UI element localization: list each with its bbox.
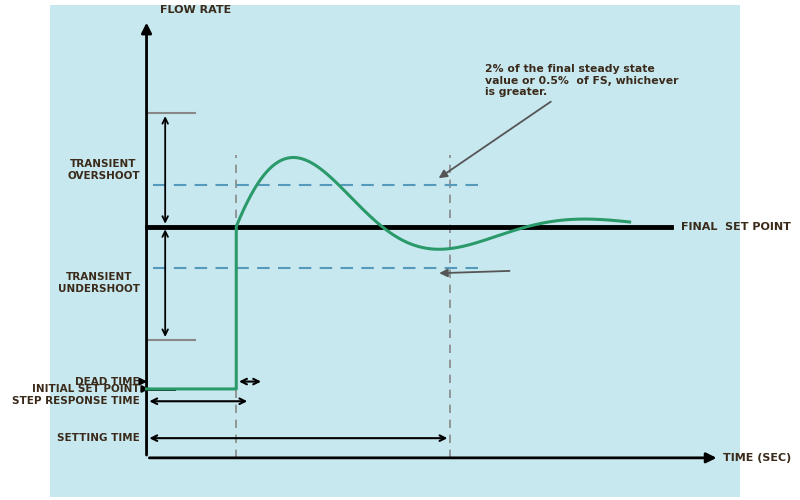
Text: SETTING TIME: SETTING TIME [57, 433, 140, 443]
Text: STEP RESPONSE TIME: STEP RESPONSE TIME [12, 396, 140, 406]
Text: FLOW RATE: FLOW RATE [160, 5, 231, 15]
Text: INITIAL SET POINT: INITIAL SET POINT [32, 384, 140, 394]
Text: TRANSIENT
UNDERSHOOT: TRANSIENT UNDERSHOOT [58, 272, 140, 294]
Text: 2% of the final steady state
value or 0.5%  of FS, whichever
is greater.: 2% of the final steady state value or 0.… [440, 64, 678, 177]
Text: FINAL  SET POINT: FINAL SET POINT [682, 222, 791, 232]
Text: DEAD TIME: DEAD TIME [75, 376, 140, 386]
Text: TRANSIENT
OVERSHOOT: TRANSIENT OVERSHOOT [67, 159, 140, 180]
Text: TIME (SEC): TIME (SEC) [722, 453, 791, 463]
